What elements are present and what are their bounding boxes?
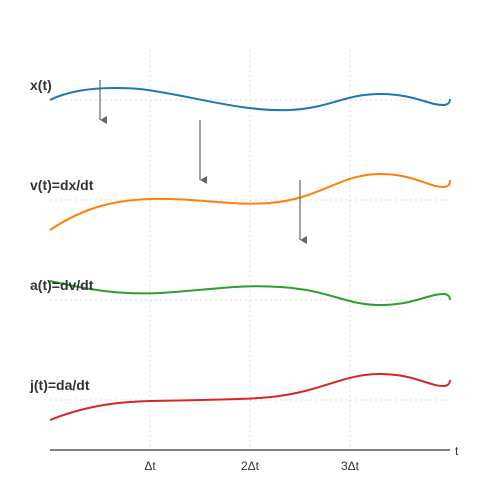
x-curve — [49, 87, 451, 112]
axis-label: t — [455, 444, 459, 458]
v-curve — [49, 172, 451, 231]
curve-label: v(t)=dx/dt — [30, 177, 94, 193]
tick-label: Δt — [144, 459, 156, 473]
curve-label: j(t)=da/dt — [29, 377, 90, 393]
j-curve — [49, 372, 451, 421]
curve-label: x(t) — [30, 77, 52, 93]
tick-label: 3Δt — [341, 459, 360, 473]
a-curve — [49, 280, 451, 307]
grid — [50, 50, 450, 450]
curve-label: a(t)=dv/dt — [30, 277, 94, 293]
tick-label: 2Δt — [241, 459, 260, 473]
